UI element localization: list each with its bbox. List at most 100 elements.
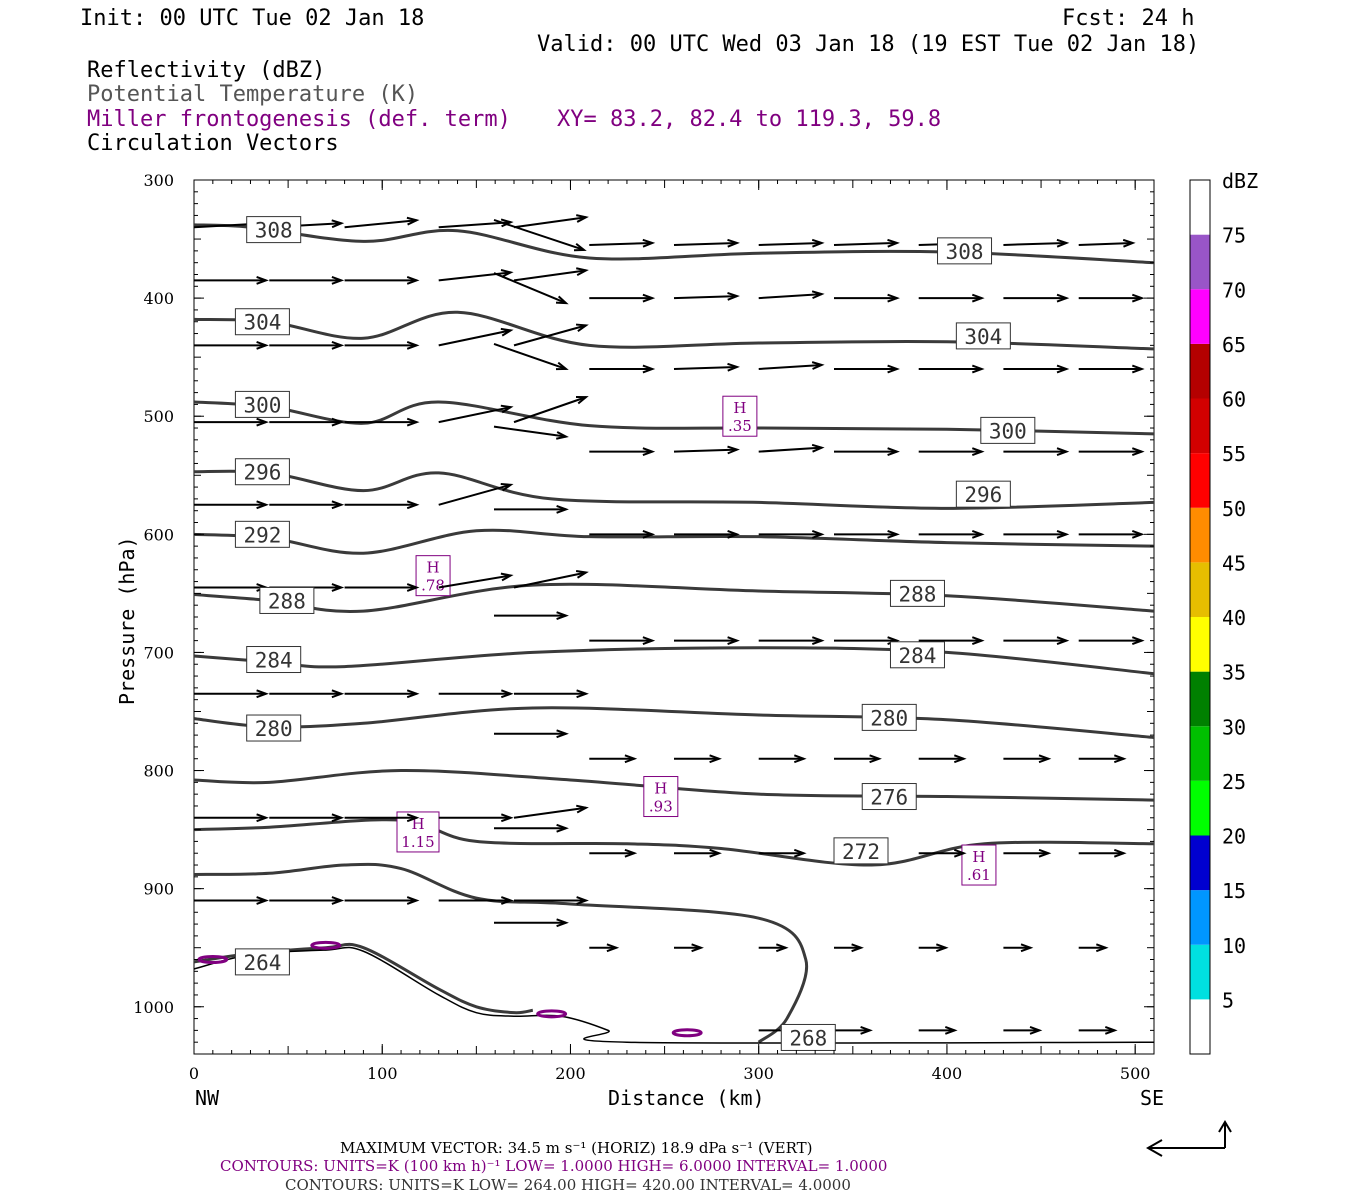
svg-text:1.15: 1.15 [401,833,434,851]
x-tick-label: 100 [367,1064,398,1083]
colorbar-segment [1190,234,1210,290]
vector-arrow [758,636,825,645]
vector-arrow [589,293,656,303]
vector-arrow [493,343,569,371]
colorbar-segment [1190,398,1210,454]
y-tick-label: 1000 [133,998,174,1017]
vector-arrow [834,447,900,457]
vector-arrow [1078,636,1145,645]
theta-contour-284 [193,646,1155,676]
vector-arrow [674,848,722,858]
theta-label-280: 280 [246,714,302,742]
colorbar-level: 45 [1222,551,1246,575]
vector-arrow [1078,529,1145,539]
vector-arrow [833,238,900,248]
vector-arrow [494,504,569,514]
vector-arrow [1078,447,1145,457]
vector-arrow [269,340,345,350]
vector-arrow [758,943,789,953]
fronto-max-2: H.93 [643,776,679,818]
axis-ticks: 0 100 200 300 400 500 300 400 500 600 700 800 900 100… [133,171,1155,1083]
vector-arrow [758,443,825,453]
theta-label-304: 304 [955,322,1011,350]
vector-arrow [513,323,589,347]
svg-text:H: H [427,559,440,577]
vector-arrow [758,529,825,539]
colorbar-level: 15 [1222,879,1246,903]
x-tick-label: 400 [932,1064,963,1083]
vector-arrow [194,583,269,592]
vector-arrow [758,754,807,764]
theta-label-272: 272 [833,837,889,865]
colorbar-segment [1190,289,1210,344]
vector-arrow [673,292,740,301]
theta-contour-276 [193,769,1155,802]
vector-arrow [344,417,420,427]
colorbar-segment [1190,835,1210,891]
vector-arrow [513,804,589,819]
svg-text:300: 300 [243,393,281,417]
fronto-max-0: H.35 [722,395,758,437]
plot-frame [193,179,1155,1055]
y-tick-label: 500 [143,407,174,426]
theta-label-300: 300 [980,416,1036,444]
vector-arrow [589,238,656,248]
theta-contour-268 [193,862,809,1044]
svg-text:.35: .35 [728,417,752,435]
y-tick-label: 900 [143,880,174,899]
x-tick-label: 0 [189,1064,199,1083]
svg-text:304: 304 [964,325,1002,349]
fronto-max-1: H.78 [415,555,451,597]
theta-label-308: 308 [246,216,302,244]
colorbar-level: 20 [1222,825,1246,849]
theta-label-304: 304 [234,308,290,336]
svg-text:284: 284 [899,644,937,668]
theta-label-284: 284 [246,646,302,674]
vector-arrow [589,636,656,645]
colorbar-level: 25 [1222,770,1246,794]
vector-arrow [918,364,985,374]
colorbar-segment [1190,780,1210,836]
theta-label-296: 296 [955,480,1011,508]
vector-arrow [589,754,638,764]
svg-text:272: 272 [842,840,880,864]
vector-arrow [344,689,420,699]
svg-text:.93: .93 [649,798,673,816]
x-tick-label: 200 [555,1064,586,1083]
colorbar-level: 65 [1222,333,1246,357]
colorbar-segment [1190,507,1210,563]
y-tick-label: 300 [143,171,174,190]
vector-arrow [438,689,514,699]
theta-label-300: 300 [234,390,290,418]
vector-arrow [1003,293,1070,303]
vector-arrow [438,404,514,424]
vector-arrow [1003,636,1070,645]
vector-arrow [834,943,864,953]
vector-arrow [344,896,420,905]
forecast-hour: Fcst: 24 h [1062,6,1194,31]
vector-arrow [834,636,900,645]
field-potential-temperature: Potential Temperature (K) [87,82,418,107]
field-reflectivity: Reflectivity (dBZ) [87,58,325,83]
y-tick-label: 400 [143,289,174,308]
vector-arrow [438,269,514,282]
fronto-contour [310,940,342,950]
vector-arrow [513,395,589,424]
vector-arrow [1078,754,1127,764]
fronto-max-4: H.61 [961,844,997,886]
colorbar-segment [1190,890,1210,945]
colorbar-segment [1190,671,1210,727]
svg-text:.78: .78 [421,577,445,595]
vector-arrow [269,896,345,905]
colorbar-level: 5 [1222,988,1234,1012]
vector-arrow [513,570,589,589]
vector-arrow [344,583,420,592]
colorbar-segment [1190,343,1210,399]
colorbar-title: dBZ [1222,169,1258,193]
svg-text:280: 280 [870,706,908,730]
vector-arrow [513,214,589,229]
svg-text:264: 264 [243,951,281,975]
vector-arrow [513,267,589,282]
